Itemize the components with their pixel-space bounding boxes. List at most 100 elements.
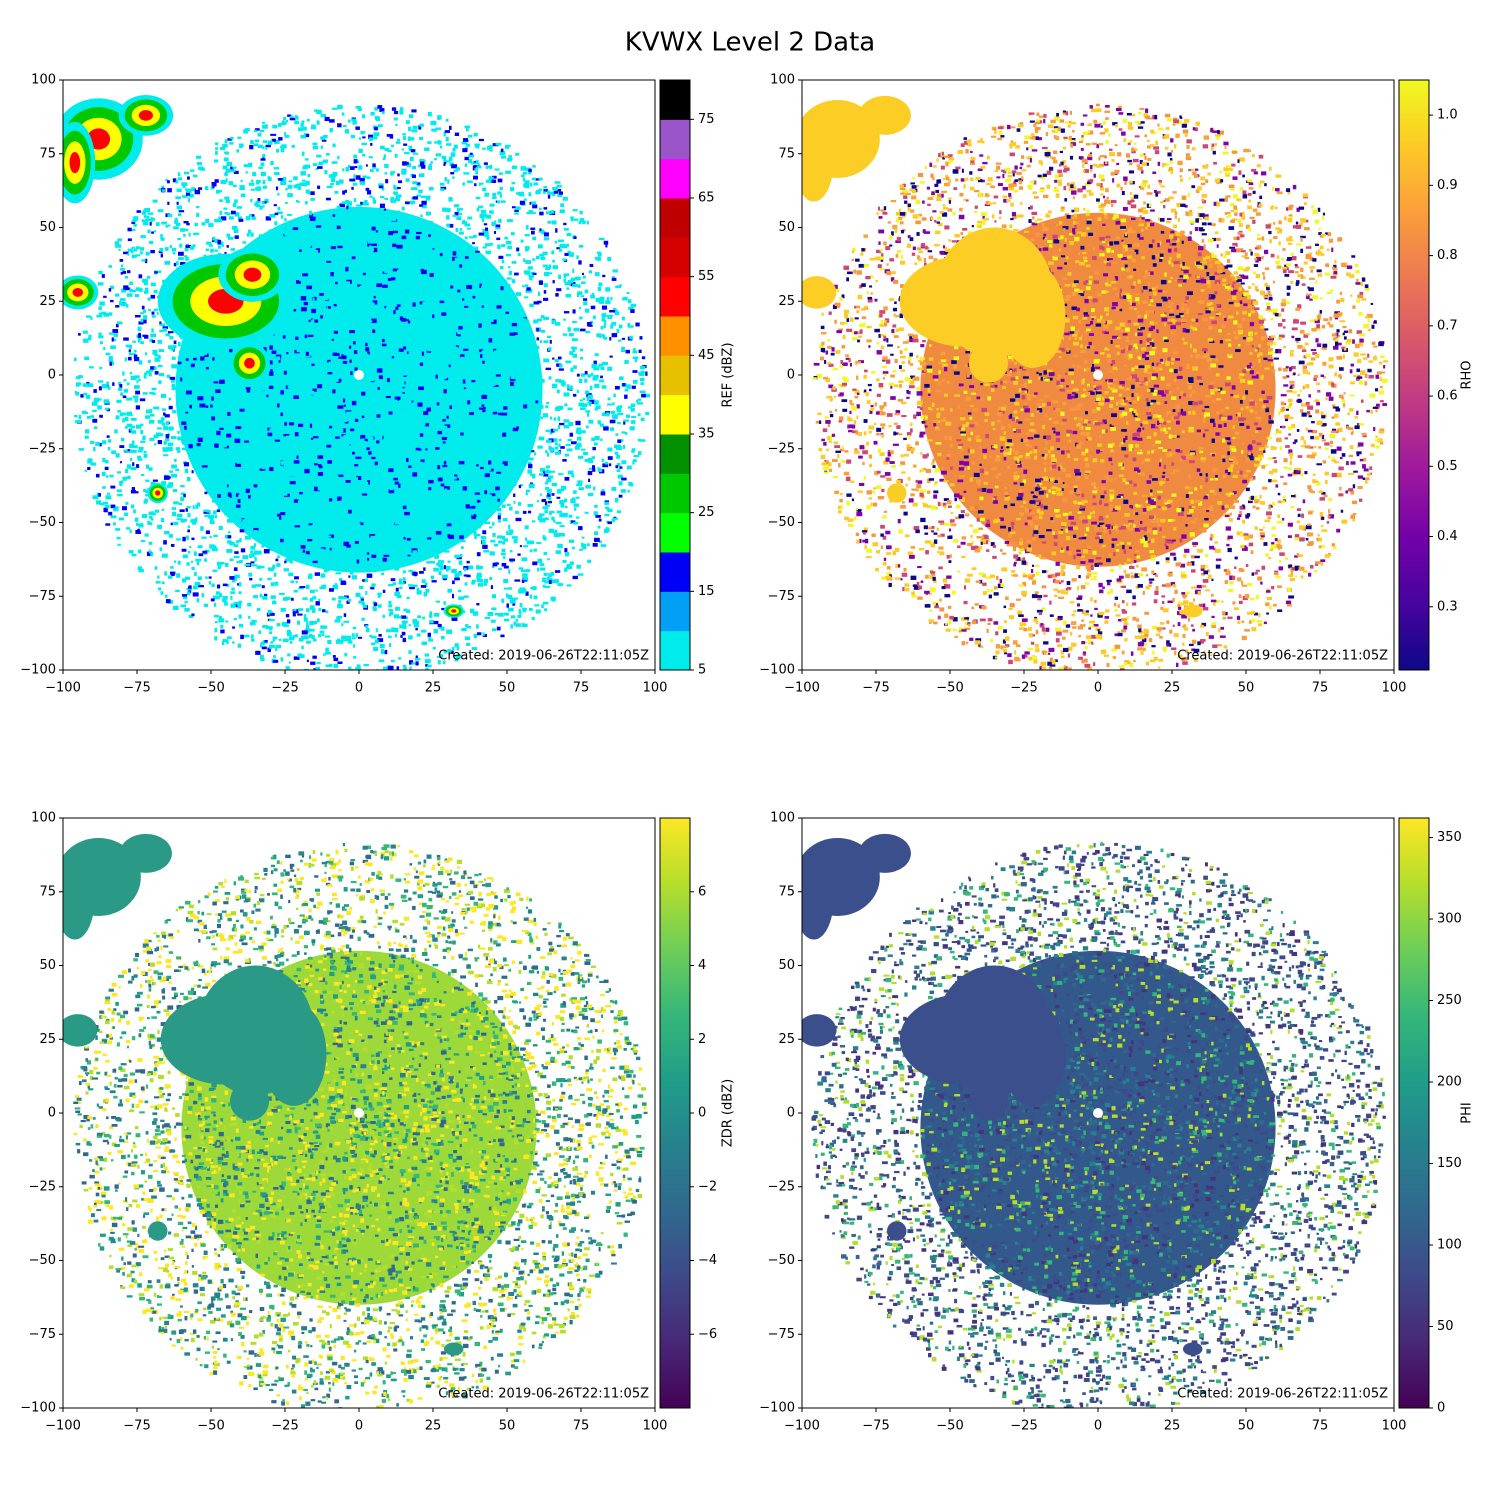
radar-gate: [397, 540, 402, 545]
radar-gate: [388, 604, 393, 608]
radar-gate: [351, 461, 357, 464]
radar-gate: [422, 204, 427, 209]
radar-gate: [425, 285, 431, 290]
radar-gate: [439, 444, 443, 448]
radar-gate: [616, 463, 620, 467]
radar-gate: [386, 134, 393, 137]
radar-gate: [564, 281, 570, 286]
radar-gate: [280, 180, 287, 186]
radar-gate: [217, 565, 221, 570]
radar-gate: [384, 147, 390, 151]
radar-gate: [320, 405, 324, 410]
radar-gate: [313, 440, 316, 445]
radar-gate: [552, 357, 555, 360]
radar-gate: [279, 516, 282, 520]
radar-gate: [520, 484, 524, 487]
radar-gate: [253, 543, 257, 547]
radar-gate: [550, 596, 556, 601]
radar-gate: [244, 535, 251, 540]
radar-gate: [483, 233, 489, 237]
radar-gate: [214, 179, 219, 183]
radar-gate: [372, 375, 379, 380]
radar-gate: [554, 451, 561, 455]
radar-gate: [280, 145, 285, 149]
radar-gate: [384, 270, 390, 274]
radar-gate: [103, 312, 110, 317]
radar-gate: [451, 476, 457, 480]
radar-gate: [611, 333, 618, 338]
radar-gate: [435, 330, 442, 334]
radar-gate: [345, 368, 349, 372]
radar-gate: [133, 445, 138, 449]
radar-gate: [535, 345, 540, 350]
radar-gate: [325, 153, 330, 156]
radar-gate: [208, 405, 211, 410]
radar-gate: [276, 462, 279, 466]
radar-gate: [568, 421, 574, 427]
radar-gate: [626, 414, 630, 418]
radar-gate: [422, 286, 429, 292]
radar-gate: [580, 295, 585, 298]
radar-gate: [246, 233, 250, 237]
radar-gate: [237, 540, 241, 543]
radar-gate: [336, 205, 341, 209]
radar-gate: [285, 435, 291, 439]
radar-gate: [324, 213, 327, 219]
radar-gate: [349, 572, 354, 575]
radar-gate: [520, 347, 523, 352]
radar-gate: [488, 376, 492, 380]
radar-gate: [222, 598, 227, 603]
radar-gate: [473, 633, 478, 639]
radar-gate: [515, 152, 520, 156]
radar-gate: [409, 666, 412, 670]
radar-gate: [282, 516, 286, 520]
radar-gate: [338, 408, 344, 411]
radar-gate: [151, 328, 154, 333]
radar-gate: [279, 592, 285, 595]
radar-gate: [572, 268, 575, 274]
radar-gate: [222, 144, 228, 148]
radar-gate: [126, 397, 133, 401]
radar-gate: [575, 420, 581, 426]
radar-gate: [187, 525, 191, 529]
radar-gate: [518, 567, 524, 570]
radar-gate: [197, 502, 201, 507]
radar-gate: [334, 308, 339, 312]
radar-gate: [507, 245, 512, 250]
radar-gate: [119, 461, 123, 464]
radar-gate: [249, 144, 254, 150]
radar-gate: [459, 553, 463, 557]
radar-gate: [522, 420, 527, 425]
radar-gate: [475, 196, 481, 200]
radar-gate: [387, 350, 392, 354]
radar-gate: [175, 180, 179, 184]
radar-gate: [154, 566, 158, 570]
radar-gate: [592, 486, 596, 491]
radar-gate: [84, 429, 90, 434]
radar-gate: [186, 188, 192, 193]
radar-gate: [354, 165, 358, 169]
radar-gate: [441, 366, 444, 369]
radar-gate: [339, 339, 345, 343]
radar-gate: [175, 468, 180, 472]
radar-gate: [551, 493, 555, 496]
radar-gate: [135, 464, 140, 469]
radar-gate: [144, 207, 151, 212]
radar-gate: [403, 443, 409, 448]
radar-gate: [272, 497, 277, 502]
radar-gate: [434, 338, 439, 342]
radar-gate: [394, 567, 400, 571]
radar-gate: [425, 197, 430, 201]
radar-gate: [354, 405, 358, 408]
radar-gate: [403, 666, 407, 670]
radar-gate: [377, 379, 380, 382]
radar-gate: [287, 114, 292, 117]
radar-gate: [315, 534, 321, 539]
radar-gate: [322, 341, 328, 345]
radar-gate: [395, 123, 398, 127]
radar-gate: [546, 402, 550, 405]
radar-gate: [395, 606, 400, 611]
radar-gate: [531, 474, 536, 479]
radar-gate: [205, 405, 211, 408]
radar-gate: [349, 166, 355, 170]
